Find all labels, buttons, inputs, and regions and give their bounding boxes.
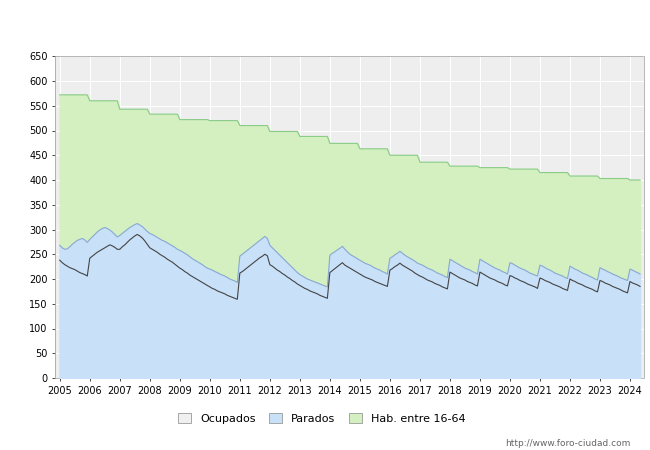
Text: http://www.foro-ciudad.com: http://www.foro-ciudad.com (505, 439, 630, 448)
Legend: Ocupados, Parados, Hab. entre 16-64: Ocupados, Parados, Hab. entre 16-64 (174, 409, 470, 428)
Text: Fontiveros - Evolucion de la poblacion en edad de Trabajar Mayo de 2024: Fontiveros - Evolucion de la poblacion e… (81, 18, 569, 29)
